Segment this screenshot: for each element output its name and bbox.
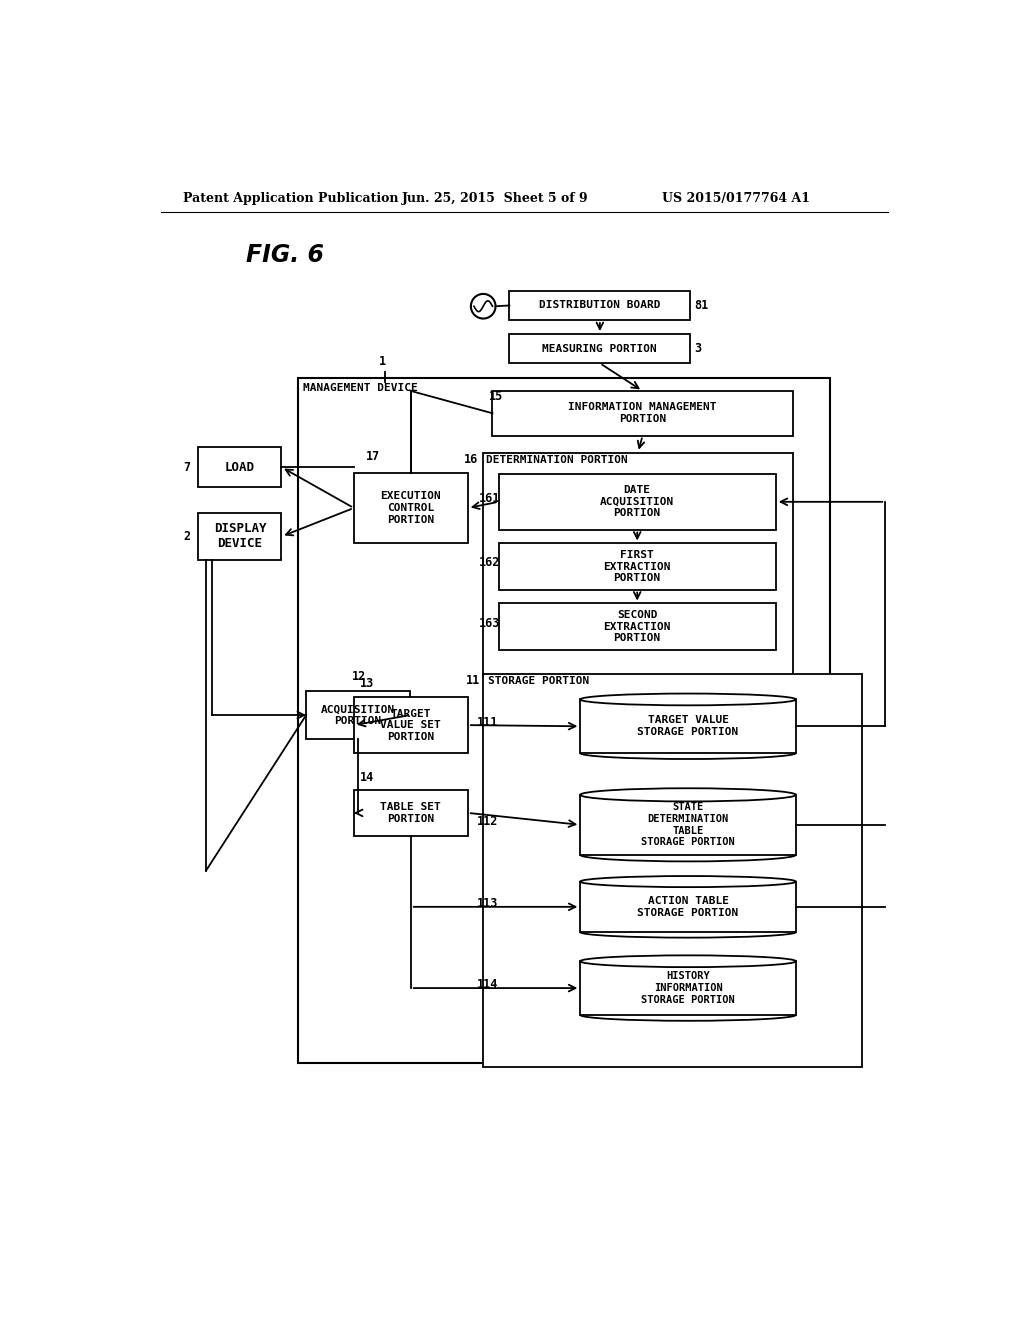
Text: 15: 15 — [488, 391, 503, 403]
Text: DETERMINATION PORTION: DETERMINATION PORTION — [486, 454, 628, 465]
Bar — [499, 603, 776, 649]
Bar — [499, 544, 776, 590]
Text: 3: 3 — [694, 342, 701, 355]
Text: 113: 113 — [477, 896, 499, 909]
Text: 112: 112 — [477, 814, 499, 828]
Text: STATE
DETERMINATION
TABLE
STORAGE PORTION: STATE DETERMINATION TABLE STORAGE PORTIO… — [641, 803, 735, 847]
Text: STORAGE PORTION: STORAGE PORTION — [487, 676, 589, 686]
Bar — [509, 334, 690, 363]
Text: DATE
ACQUISITION
PORTION: DATE ACQUISITION PORTION — [600, 486, 675, 519]
Ellipse shape — [581, 693, 796, 705]
Bar — [581, 700, 796, 754]
Bar — [483, 675, 862, 1067]
Text: DISPLAY
DEVICE: DISPLAY DEVICE — [214, 523, 266, 550]
Text: ACQUISITION
PORTION: ACQUISITION PORTION — [321, 705, 395, 726]
Text: INFORMATION MANAGEMENT
PORTION: INFORMATION MANAGEMENT PORTION — [568, 403, 717, 424]
Text: 12: 12 — [352, 671, 367, 684]
Text: 16: 16 — [464, 453, 478, 466]
Text: HISTORY
INFORMATION
STORAGE PORTION: HISTORY INFORMATION STORAGE PORTION — [641, 972, 735, 1005]
Text: TABLE SET
PORTION: TABLE SET PORTION — [381, 803, 441, 824]
Text: DISTRIBUTION BOARD: DISTRIBUTION BOARD — [539, 301, 660, 310]
Bar — [199, 512, 282, 561]
Bar — [354, 473, 468, 544]
Text: 13: 13 — [360, 677, 374, 689]
Ellipse shape — [581, 876, 796, 887]
Text: MEASURING PORTION: MEASURING PORTION — [543, 343, 657, 354]
Text: MANAGEMENT DEVICE: MANAGEMENT DEVICE — [303, 383, 418, 393]
Bar — [199, 447, 282, 487]
Text: 1: 1 — [379, 355, 386, 368]
Bar — [354, 789, 468, 836]
Text: 7: 7 — [183, 461, 190, 474]
Bar — [354, 697, 468, 752]
Text: ACTION TABLE
STORAGE PORTION: ACTION TABLE STORAGE PORTION — [637, 896, 738, 917]
Bar — [483, 453, 793, 676]
Text: 114: 114 — [477, 978, 499, 991]
Text: FIG. 6: FIG. 6 — [246, 243, 324, 267]
Bar — [493, 391, 793, 436]
Text: TARGET VALUE
STORAGE PORTION: TARGET VALUE STORAGE PORTION — [637, 715, 738, 737]
Text: Patent Application Publication: Patent Application Publication — [183, 191, 398, 205]
Text: EXECUTION
CONTROL
PORTION: EXECUTION CONTROL PORTION — [381, 491, 441, 524]
Bar — [581, 961, 796, 1015]
Bar — [509, 290, 690, 321]
Text: 161: 161 — [478, 492, 500, 504]
Bar — [306, 692, 410, 739]
Text: TARGET
VALUE SET
PORTION: TARGET VALUE SET PORTION — [381, 709, 441, 742]
Text: SECOND
EXTRACTION
PORTION: SECOND EXTRACTION PORTION — [603, 610, 671, 643]
Text: FIRST
EXTRACTION
PORTION: FIRST EXTRACTION PORTION — [603, 550, 671, 583]
Text: 81: 81 — [694, 298, 709, 312]
Text: 11: 11 — [466, 675, 480, 688]
Bar — [499, 474, 776, 529]
Text: 163: 163 — [478, 616, 500, 630]
Bar — [581, 882, 796, 932]
Text: 14: 14 — [360, 771, 374, 784]
Text: 162: 162 — [478, 557, 500, 569]
Text: 2: 2 — [183, 529, 190, 543]
Text: 17: 17 — [366, 450, 380, 463]
Ellipse shape — [581, 788, 796, 801]
Bar — [298, 378, 829, 1063]
Text: Jun. 25, 2015  Sheet 5 of 9: Jun. 25, 2015 Sheet 5 of 9 — [401, 191, 588, 205]
Text: LOAD: LOAD — [225, 461, 255, 474]
Ellipse shape — [581, 956, 796, 968]
Bar — [581, 795, 796, 855]
Text: 111: 111 — [477, 717, 499, 729]
Text: US 2015/0177764 A1: US 2015/0177764 A1 — [662, 191, 810, 205]
